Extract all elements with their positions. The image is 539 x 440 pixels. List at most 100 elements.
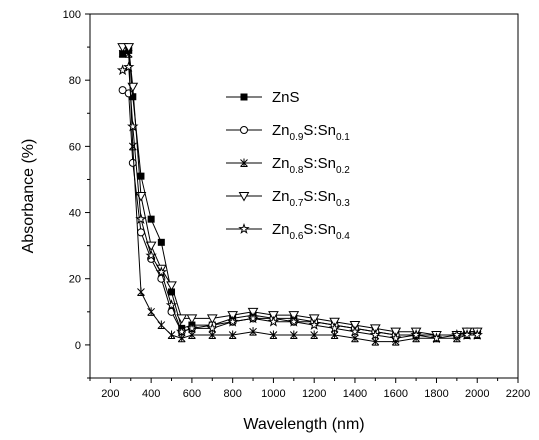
data-point: [227, 311, 239, 321]
legend-base: Zn: [272, 188, 290, 205]
data-point: [330, 330, 339, 339]
y-tick-label: 0: [75, 340, 81, 352]
data-point: [308, 314, 320, 324]
data-point: [369, 328, 382, 340]
series-Zn0.6S:Sn0.4: [116, 60, 483, 344]
legend-item: Zn0.7S:Sn0.3: [226, 188, 350, 209]
legend-text-part: S:Sn: [303, 155, 336, 172]
y-tick-label: 20: [69, 274, 81, 286]
data-point: [268, 311, 279, 321]
x-tick-label: 400: [142, 388, 160, 400]
data-point: [127, 120, 139, 132]
data-point: [188, 330, 196, 339]
legend-label: Zn0.8S:Sn0.2: [272, 155, 350, 176]
data-point: [249, 327, 257, 336]
data-point: [208, 330, 217, 339]
data-point: [128, 141, 137, 151]
data-point: [166, 281, 177, 291]
data-point: [206, 314, 218, 324]
data-point: [349, 321, 361, 331]
legend-label: Zn0.7S:Sn0.3: [272, 188, 350, 209]
data-point: [390, 327, 402, 338]
legend-subscript: 0.1: [336, 132, 350, 143]
data-point: [157, 238, 165, 246]
data-point: [371, 337, 380, 346]
data-point: [118, 49, 127, 58]
legend-subscript: 0.3: [336, 198, 350, 209]
series-line: [122, 66, 478, 339]
x-tick-label: 600: [183, 388, 201, 400]
data-point: [226, 315, 239, 327]
plot-frame: [89, 13, 519, 379]
data-point: [165, 299, 178, 311]
data-point: [310, 330, 319, 339]
x-tick-label: 800: [223, 388, 241, 400]
x-axis-ticks: 200 400 600 800 1000 1200 1400 1600 1800 2000 2200: [89, 378, 530, 400]
data-point: [391, 337, 400, 346]
data-point: [129, 93, 137, 101]
legend-subscript: 0.7: [290, 198, 304, 209]
data-point: [122, 60, 135, 72]
data-point: [351, 333, 359, 343]
series-Zn0.9S:Sn0.1: [118, 86, 482, 339]
data-point: [247, 312, 259, 324]
y-tick-label: 60: [69, 141, 81, 153]
data-point: [123, 43, 135, 53]
data-point: [238, 222, 250, 234]
data-point: [157, 320, 166, 330]
data-point: [135, 213, 147, 225]
series-ZnS: [119, 46, 481, 339]
legend-label: Zn0.6S:Sn0.4: [272, 221, 350, 242]
data-point: [206, 322, 219, 334]
data-point: [128, 158, 137, 167]
series-line: [122, 53, 478, 343]
data-point: [135, 192, 147, 202]
y-tick-label: 80: [69, 75, 81, 87]
series-layer: [116, 43, 483, 346]
y-axis-title: Absorbance (%): [20, 139, 37, 254]
legend-text-part: S:Sn: [303, 188, 336, 205]
data-point: [267, 315, 280, 327]
data-point: [240, 158, 248, 167]
legend-subscript: 0.9: [290, 132, 304, 143]
x-tick-label: 1800: [424, 388, 448, 400]
data-point: [430, 332, 443, 344]
series-line: [122, 46, 478, 336]
data-point: [247, 307, 259, 318]
data-point: [410, 328, 422, 340]
legend-label: ZnS: [272, 89, 300, 106]
data-point: [177, 333, 186, 343]
data-point: [186, 314, 198, 324]
data-point: [147, 307, 155, 316]
data-point: [124, 49, 133, 58]
legend-base: Zn: [272, 221, 290, 238]
data-point: [228, 330, 237, 339]
data-point: [238, 192, 250, 202]
legend-item: Zn0.6S:Sn0.4: [226, 221, 350, 242]
x-tick-label: 2200: [506, 388, 530, 400]
data-point: [186, 322, 198, 334]
legend-item: Zn0.8S:Sn0.2: [226, 155, 350, 176]
data-point: [389, 332, 402, 344]
series-line: [122, 49, 478, 336]
x-tick-label: 1200: [302, 388, 326, 400]
data-point: [118, 86, 127, 95]
data-point: [269, 330, 278, 339]
x-tick-label: 1400: [343, 388, 367, 400]
data-point: [240, 126, 248, 134]
legend: ZnSZn0.9S:Sn0.1Zn0.8S:Sn0.2Zn0.7S:Sn0.3Z…: [226, 89, 350, 242]
data-point: [451, 328, 463, 340]
legend-subscript: 0.8: [290, 165, 304, 176]
data-point: [289, 330, 298, 339]
data-point: [461, 328, 473, 340]
data-point: [240, 93, 248, 101]
legend-subscript: 0.2: [336, 165, 350, 176]
data-point: [155, 266, 168, 277]
data-point: [167, 330, 176, 339]
y-tick-label: 100: [63, 9, 81, 21]
x-tick-label: 1600: [383, 388, 407, 400]
data-point: [168, 288, 176, 296]
x-axis-title: Wavelength (nm): [243, 416, 364, 433]
legend-text-part: S:Sn: [303, 122, 336, 139]
data-point: [136, 228, 145, 237]
